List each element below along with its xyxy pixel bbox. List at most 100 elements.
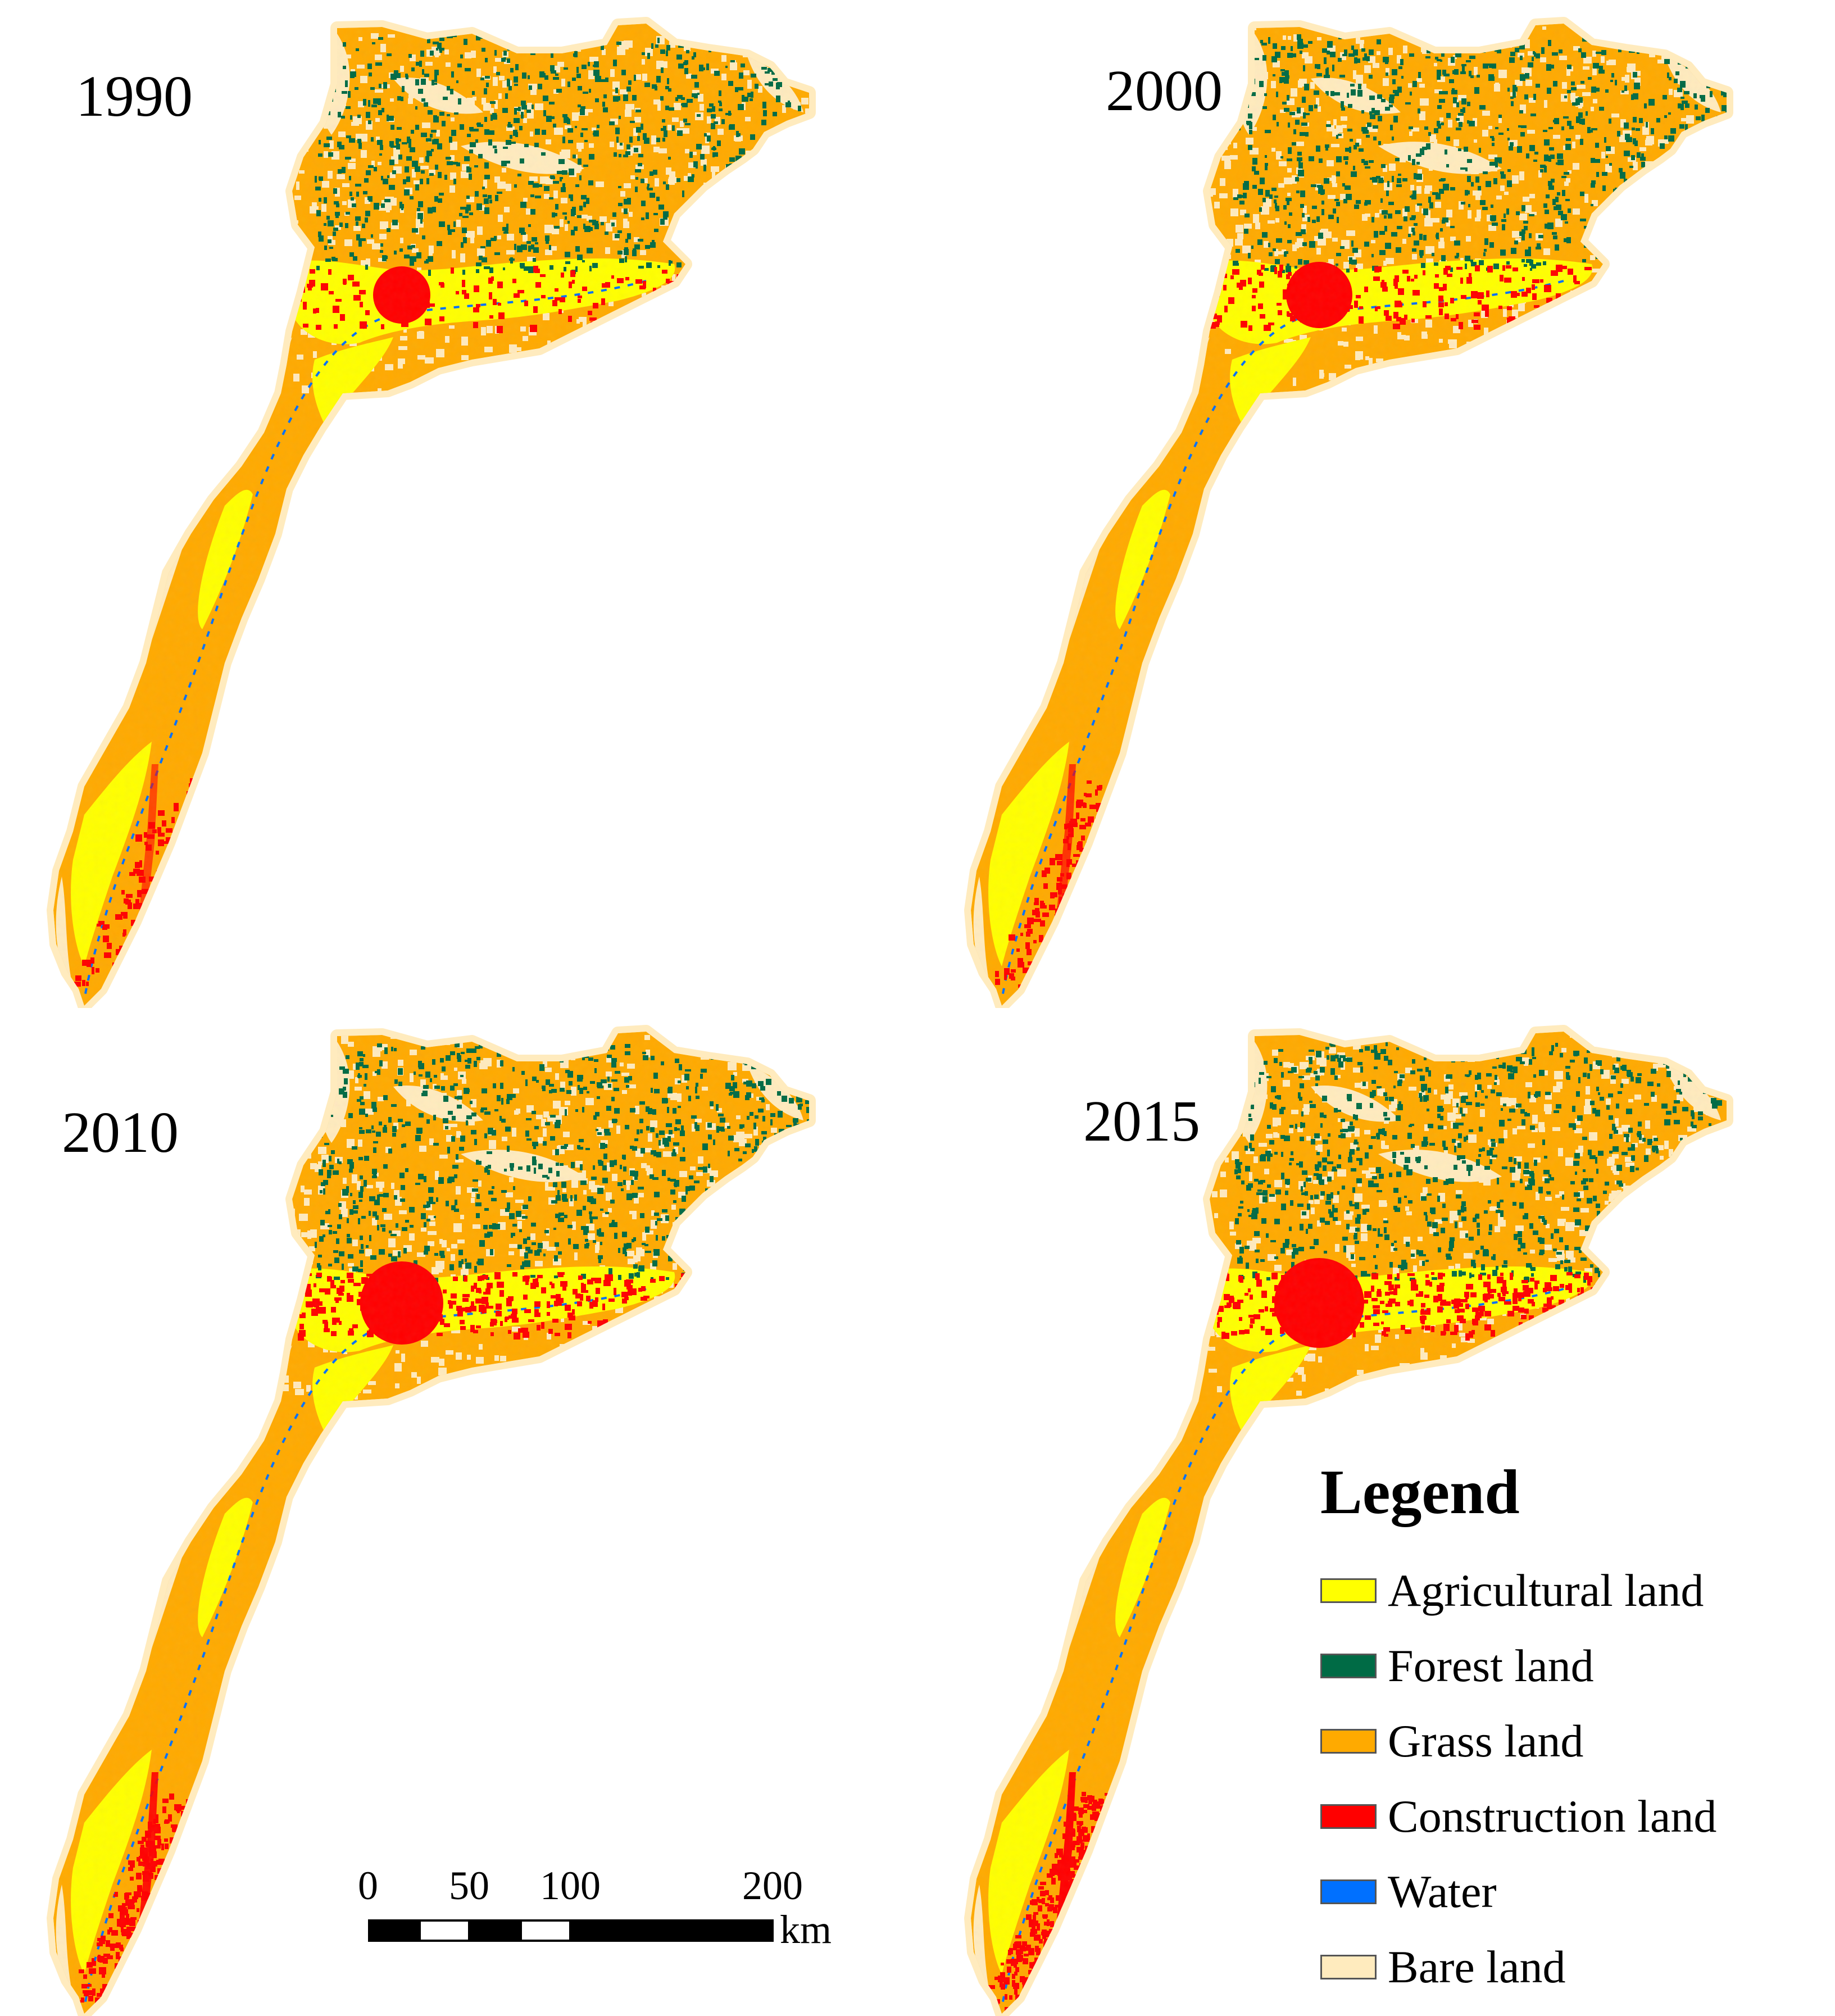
forest-land-pixel [1625,239,1628,244]
bare-land-pixel [257,303,260,310]
bare-land-pixel [779,171,786,180]
bare-land-pixel [701,1382,705,1389]
year-label-1990: 1990 [76,64,193,129]
bare-land-pixel [1178,218,1185,226]
bare-land-pixel [299,24,303,31]
bare-land-pixel [755,220,759,225]
bare-land-pixel [259,1143,266,1150]
bare-land-pixel [619,383,626,392]
forest-land-pixel [1614,222,1618,227]
forest-land-pixel [318,98,321,105]
forest-land-pixel [1700,56,1705,62]
forest-land-pixel [740,246,744,249]
bare-land-pixel [248,1115,255,1120]
bare-land-pixel [258,1292,265,1298]
forest-land-pixel [1449,37,1451,42]
bare-land-pixel [1533,338,1539,347]
forest-land-pixel [1724,45,1727,48]
construction-land-pixel [1593,289,1599,295]
construction-land-pixel [673,303,678,308]
bare-land-pixel [758,1205,764,1211]
bare-land-pixel [766,152,775,161]
bare-land-pixel [779,279,786,286]
construction-land-pixel [1202,281,1206,287]
bare-land-pixel [743,362,748,369]
forest-land-pixel [1654,202,1659,207]
forest-land-pixel [1660,262,1665,269]
forest-land-pixel [704,1201,707,1208]
bare-land-pixel [714,1200,722,1204]
forest-land-pixel [758,153,762,155]
bare-land-pixel [569,1366,576,1372]
bare-land-pixel [628,1323,636,1331]
forest-land-pixel [1680,207,1683,212]
bare-land-pixel [1666,383,1673,387]
forest-land-pixel [747,250,750,256]
construction-land-pixel [1536,320,1542,325]
forest-land-pixel [726,1218,732,1223]
bare-land-pixel [1655,246,1659,249]
bare-land-pixel [1686,189,1691,195]
bare-land-pixel [800,1034,807,1041]
forest-land-pixel [1663,269,1665,275]
bare-land-pixel [1656,262,1660,270]
bare-land-pixel [727,1255,733,1260]
bare-land-pixel [260,1100,268,1108]
bare-land-pixel [1605,277,1611,281]
bare-land-pixel [1701,348,1709,353]
bare-land-pixel [1500,343,1507,350]
bare-land-pixel [711,1228,716,1237]
bare-land-pixel [1189,153,1196,160]
bare-land-pixel [277,1269,285,1278]
bare-land-pixel [592,1036,599,1045]
forest-land-pixel [1646,255,1651,258]
bare-land-pixel [1697,215,1704,223]
bare-land-pixel [737,1277,742,1281]
bare-land-pixel [1621,276,1628,284]
bare-land-pixel [423,1032,426,1038]
bare-land-pixel [1174,26,1178,33]
bare-land-pixel [685,1294,689,1299]
forest-land-pixel [763,262,767,265]
bare-land-pixel [299,1046,305,1052]
bare-land-pixel [252,106,259,111]
bare-land-pixel [1629,226,1635,233]
bare-land-pixel [712,1206,720,1215]
forest-land-pixel [809,144,814,147]
forest-land-pixel [582,37,587,43]
bare-land-pixel [1194,261,1201,264]
bare-land-pixel [585,1356,593,1363]
bare-land-pixel [675,1309,680,1314]
forest-land-pixel [776,149,780,153]
bare-land-pixel [1169,196,1173,199]
bare-land-pixel [710,355,716,361]
bare-land-pixel [289,37,294,45]
forest-land-pixel [701,1274,705,1278]
forest-land-pixel [730,270,737,275]
bare-land-pixel [292,276,299,284]
bare-land-pixel [1607,366,1615,373]
bare-land-pixel [244,391,248,397]
bare-land-pixel [1705,52,1711,60]
bare-land-pixel [698,1365,703,1370]
forest-land-pixel [1621,35,1625,39]
bare-land-pixel [800,1254,804,1259]
bare-land-pixel [766,1248,775,1252]
bare-land-pixel [260,1169,266,1174]
forest-land-pixel [731,1247,736,1252]
bare-land-pixel [241,1211,247,1216]
bare-land-pixel [1713,36,1718,41]
bare-land-pixel [811,59,816,62]
forest-land-pixel [1701,252,1706,256]
bare-land-pixel [1616,276,1623,280]
bare-land-pixel [1679,151,1686,156]
bare-land-pixel [1210,24,1218,29]
forest-land-pixel [1716,225,1719,230]
forest-land-pixel [807,1179,809,1183]
bare-land-pixel [810,1170,817,1175]
construction-land-pixel [1597,308,1603,312]
bare-land-pixel [1686,189,1691,193]
forest-land-pixel [732,1238,738,1245]
bare-land-pixel [739,26,748,35]
bare-land-pixel [1569,332,1573,336]
